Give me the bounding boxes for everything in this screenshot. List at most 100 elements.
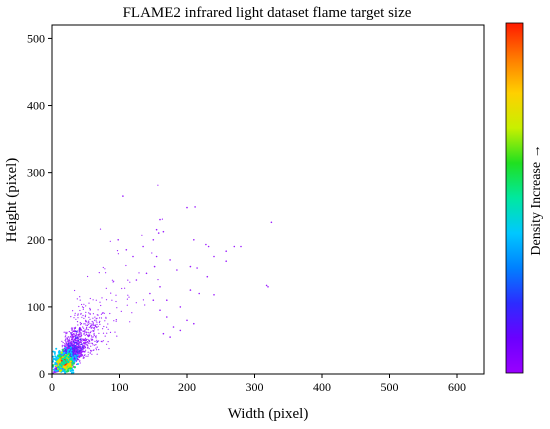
data-point <box>86 335 89 337</box>
data-point <box>82 326 84 328</box>
data-point <box>73 345 75 347</box>
data-point <box>96 346 98 348</box>
data-point <box>73 327 75 329</box>
data-point <box>91 338 93 340</box>
data-point <box>63 366 66 369</box>
data-point <box>99 301 101 303</box>
data-point <box>79 309 81 312</box>
data-point <box>83 303 85 305</box>
data-point <box>126 298 128 300</box>
data-point <box>83 323 85 325</box>
data-point <box>81 334 83 336</box>
data-point <box>73 328 75 330</box>
data-point <box>82 314 84 317</box>
data-point <box>76 298 78 300</box>
data-point <box>85 327 87 329</box>
data-point <box>193 322 195 325</box>
data-point <box>64 339 66 341</box>
data-point <box>135 302 137 304</box>
data-point <box>91 353 93 355</box>
data-point <box>70 336 72 338</box>
data-point <box>90 342 92 344</box>
data-point <box>63 351 66 354</box>
data-point <box>59 355 62 358</box>
data-point <box>76 363 78 365</box>
data-point <box>99 317 101 319</box>
data-point <box>74 353 77 356</box>
data-point <box>76 334 78 336</box>
data-point <box>85 355 87 357</box>
data-point <box>95 349 98 351</box>
data-point <box>77 363 79 365</box>
data-point <box>71 356 74 359</box>
data-point <box>84 323 86 325</box>
data-point <box>198 292 200 295</box>
data-point <box>74 344 77 347</box>
data-point <box>66 331 68 333</box>
data-point <box>85 311 87 313</box>
data-point <box>52 358 55 361</box>
data-point <box>73 333 75 335</box>
data-point <box>94 319 96 321</box>
data-point <box>96 341 99 343</box>
data-point <box>72 371 75 374</box>
data-point <box>87 334 89 336</box>
data-point <box>95 299 97 301</box>
data-point <box>71 327 73 329</box>
data-point <box>93 334 95 336</box>
data-point <box>82 357 84 359</box>
data-point <box>85 305 87 307</box>
data-point <box>63 356 67 360</box>
data-point <box>58 350 61 353</box>
data-point <box>74 359 77 362</box>
data-point <box>74 312 76 314</box>
data-point <box>115 319 117 321</box>
data-point <box>79 360 81 362</box>
data-point <box>113 320 115 322</box>
data-point <box>75 352 77 354</box>
data-point <box>68 341 70 344</box>
data-point <box>89 309 91 311</box>
data-point <box>59 369 63 372</box>
data-point <box>79 330 81 332</box>
data-point <box>102 332 105 334</box>
data-point <box>57 366 61 369</box>
data-point <box>67 344 70 347</box>
data-point <box>111 279 113 281</box>
data-point <box>162 332 165 335</box>
data-point <box>68 348 71 351</box>
plot-frame <box>51 24 485 375</box>
data-point <box>105 272 107 274</box>
data-point <box>71 331 73 334</box>
data-point <box>207 245 210 248</box>
data-point <box>106 332 108 334</box>
data-point <box>87 341 89 343</box>
data-point <box>75 336 77 338</box>
data-point <box>77 344 79 346</box>
data-point <box>76 354 79 357</box>
data-point <box>80 340 82 342</box>
data-point <box>101 297 103 299</box>
data-point <box>67 342 70 345</box>
data-point <box>79 322 81 324</box>
data-point <box>89 332 92 334</box>
y-tick-label: 100 <box>27 300 45 314</box>
data-point <box>96 323 98 325</box>
data-point <box>105 316 107 318</box>
data-point <box>82 339 84 341</box>
data-point <box>84 339 86 341</box>
data-point <box>81 316 83 318</box>
data-point <box>95 320 97 322</box>
data-point <box>99 323 101 325</box>
data-point <box>55 364 58 368</box>
data-point <box>82 348 84 350</box>
data-point <box>66 348 68 350</box>
data-point <box>159 218 161 221</box>
data-point <box>65 340 67 343</box>
data-point <box>83 317 85 319</box>
data-point <box>88 339 90 341</box>
data-point <box>88 332 90 334</box>
data-point <box>55 347 58 350</box>
data-point <box>84 340 86 342</box>
